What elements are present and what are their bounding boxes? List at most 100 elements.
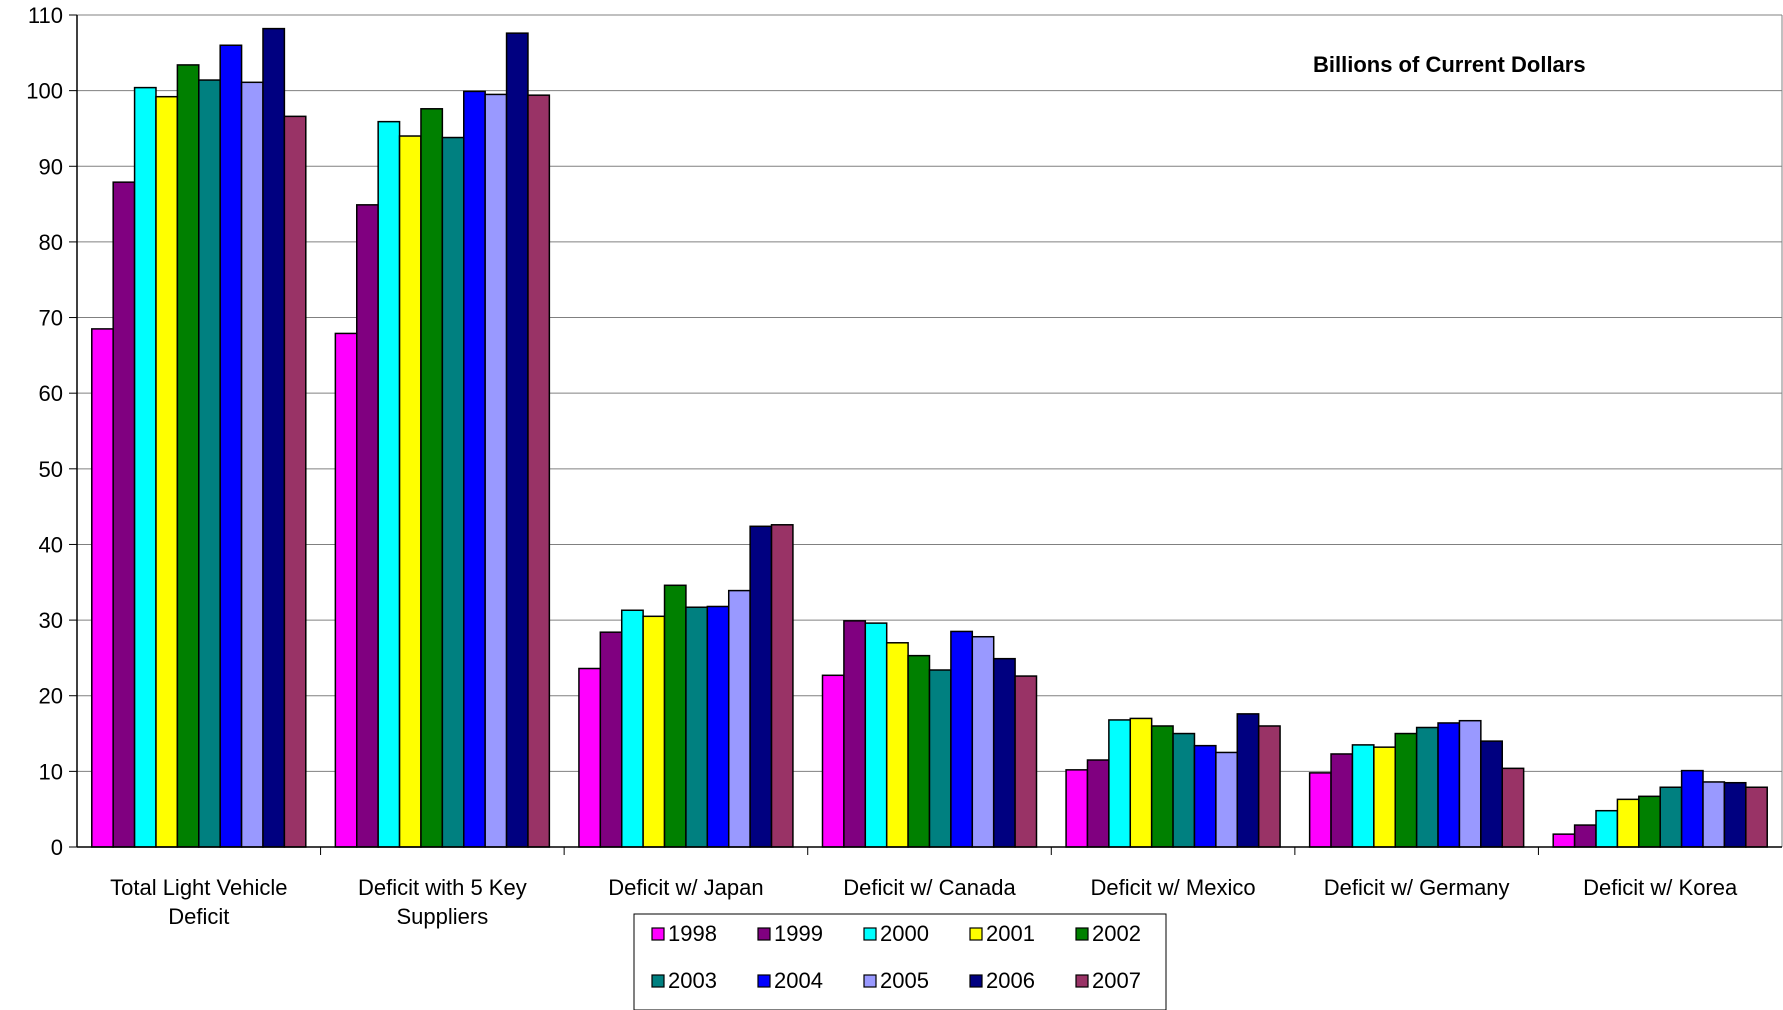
bar-2001	[642, 615, 666, 848]
bar-2001	[155, 95, 179, 848]
bar-1999	[843, 620, 867, 848]
bar-1999	[599, 631, 623, 848]
bar-2000	[377, 120, 401, 848]
bar-2006	[1480, 740, 1503, 848]
bar-1999	[356, 204, 379, 848]
bar-2001	[398, 135, 422, 848]
bar-1998	[1552, 833, 1576, 848]
legend-label-2003: 2003	[668, 968, 717, 993]
bar-1998	[821, 674, 845, 848]
bar-2006	[1723, 781, 1747, 848]
legend-swatch-1998	[651, 927, 665, 941]
bar-2006	[262, 27, 286, 848]
bar-2000	[864, 622, 888, 848]
bar-1999	[1086, 759, 1110, 848]
legend-swatch-2004	[757, 974, 771, 988]
y-tick-label: 70	[39, 306, 63, 331]
y-tick-label: 20	[39, 684, 63, 709]
legend-label-2001: 2001	[986, 921, 1035, 946]
bar-1999	[112, 181, 136, 848]
bar-2004	[463, 90, 486, 848]
bar-2005	[240, 81, 264, 848]
y-tick-label: 30	[39, 608, 63, 633]
x-category-label: Deficit w/ Japan	[608, 875, 763, 900]
y-tick-label: 40	[39, 532, 63, 557]
bar-2006	[1236, 713, 1260, 848]
legend: 1998 1999 2000 2001 2002 2003 2004 2005 2006 2007	[633, 913, 1167, 1010]
bar-2005	[727, 589, 751, 848]
bar-2002	[420, 108, 444, 848]
bar-2003	[1659, 786, 1683, 848]
y-tick-label: 60	[39, 381, 63, 406]
bar-2000	[1108, 719, 1132, 848]
bar-2007	[283, 115, 307, 848]
bar-2002	[907, 654, 931, 848]
bar-2007	[527, 94, 551, 848]
bar-2004	[219, 44, 243, 848]
bar-2001	[885, 642, 909, 848]
bar-2006	[749, 525, 773, 848]
bar-2006	[992, 657, 1016, 848]
bar-1999	[1330, 753, 1354, 848]
legend-label-2007: 2007	[1092, 968, 1141, 993]
y-tick-label: 100	[26, 79, 63, 104]
bar-2004	[1193, 744, 1217, 848]
bar-2003	[441, 136, 465, 848]
bar-2002	[1394, 732, 1418, 848]
x-category-label: Deficit w/ Korea	[1583, 875, 1738, 900]
bar-2003	[1172, 732, 1196, 848]
bar-2007	[1257, 725, 1281, 848]
bar-2000	[620, 609, 644, 848]
y-tick-label: 50	[39, 457, 63, 482]
y-tick-label: 0	[51, 835, 63, 860]
x-category-label: Deficit w/ Germany	[1324, 875, 1510, 900]
legend-label-2002: 2002	[1092, 921, 1141, 946]
legend-swatch-2000	[863, 927, 877, 941]
bar-2007	[1501, 767, 1525, 848]
bar-2005	[1215, 751, 1239, 848]
bar-2005	[1458, 719, 1482, 848]
bar-2005	[484, 93, 508, 848]
bar-1999	[1573, 824, 1597, 848]
bar-1998	[334, 332, 358, 848]
bar-2007	[1745, 786, 1768, 848]
x-category-label: Deficit	[168, 904, 229, 929]
bar-2003	[1415, 726, 1439, 848]
legend-label-1999: 1999	[774, 921, 823, 946]
bar-2003	[198, 79, 221, 848]
bar-2002	[1150, 725, 1174, 848]
bar-2004	[1437, 722, 1461, 848]
bar-2007	[1014, 675, 1038, 848]
bar-2003	[685, 606, 709, 848]
bar-2000	[1595, 809, 1619, 848]
bar-2001	[1373, 746, 1396, 848]
legend-swatch-2002	[1075, 927, 1089, 941]
legend-label-1998: 1998	[668, 921, 717, 946]
bar-1998	[91, 328, 114, 848]
bar-2002	[176, 64, 200, 848]
bar-2005	[1702, 781, 1726, 848]
x-category-label: Deficit w/ Canada	[843, 875, 1016, 900]
legend-label-2004: 2004	[774, 968, 823, 993]
bar-2000	[133, 86, 157, 848]
y-tick-label: 90	[39, 154, 63, 179]
bar-2004	[706, 605, 730, 848]
y-tick-label: 10	[39, 759, 63, 784]
bar-2005	[971, 635, 995, 848]
legend-swatch-2007	[1075, 974, 1089, 988]
bar-2000	[1351, 744, 1375, 848]
x-category-label: Suppliers	[396, 904, 488, 929]
x-category-label: Deficit w/ Mexico	[1091, 875, 1256, 900]
bar-2007	[770, 524, 794, 848]
bars	[91, 27, 1768, 848]
bar-2002	[663, 584, 687, 848]
bar-2003	[928, 669, 952, 848]
bar-1998	[1065, 769, 1089, 848]
legend-label-2005: 2005	[880, 968, 929, 993]
bar-1998	[1308, 772, 1332, 848]
legend-label-2006: 2006	[986, 968, 1035, 993]
x-category-label: Total Light Vehicle	[110, 875, 287, 900]
bar-2004	[1680, 769, 1704, 848]
legend-swatch-2005	[863, 974, 877, 988]
bar-2006	[505, 32, 529, 848]
